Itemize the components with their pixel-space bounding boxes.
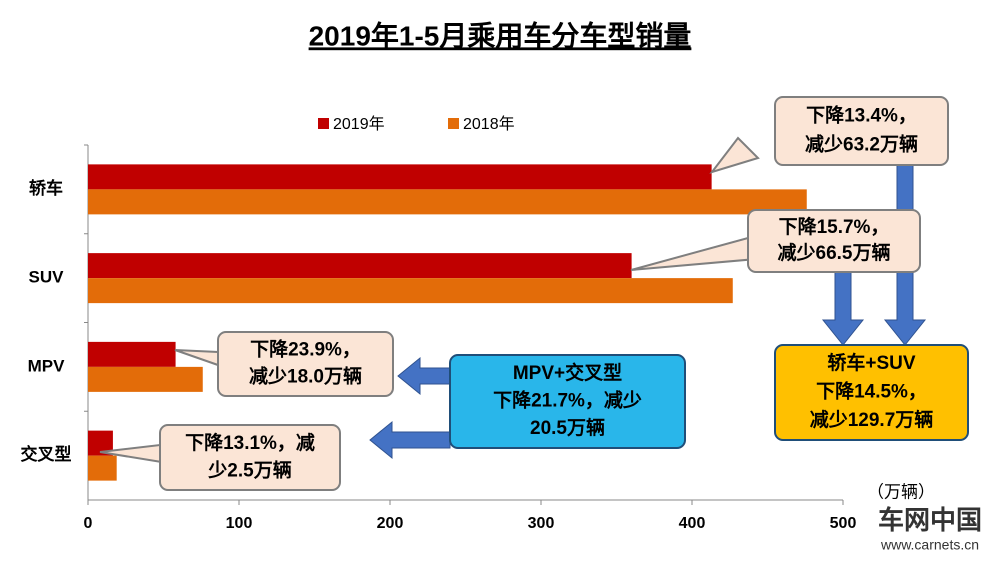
callout-text: 下降13.1%，减 [185, 431, 315, 454]
callout-text: 少2.5万辆 [207, 458, 291, 481]
legend-swatch [448, 118, 459, 129]
callout-text: 下降14.5%， [816, 380, 927, 403]
x-axis-label: （万辆） [867, 482, 935, 501]
callout-box [774, 344, 969, 441]
y-tick-label: MPV [28, 356, 66, 375]
bar [88, 189, 807, 215]
x-tick-label: 400 [679, 515, 706, 532]
x-tick-label: 500 [830, 515, 857, 532]
callout-text: 下降13.4%， [806, 104, 917, 127]
bar [88, 278, 733, 304]
callout-box [774, 96, 949, 166]
callout-text: 减少18.0万辆 [249, 365, 362, 388]
callout-text: 轿车+SUV [827, 351, 915, 374]
x-tick-label: 300 [528, 515, 555, 532]
bar [88, 341, 176, 367]
bar [88, 455, 117, 481]
y-tick-label: 轿车 [29, 178, 63, 198]
legend-label: 2019年 [333, 115, 385, 133]
callout-box [747, 209, 921, 273]
callout-text: 下降23.9%， [250, 338, 361, 361]
bar [88, 253, 632, 279]
callout-text: 20.5万辆 [530, 416, 605, 439]
x-tick-label: 100 [226, 515, 253, 532]
y-tick-label: 交叉型 [21, 444, 72, 464]
callout-text: MPV+交叉型 [513, 361, 622, 384]
callout-text: 减少63.2万辆 [805, 133, 918, 156]
bar [88, 366, 203, 392]
callout-text: 减少129.7万辆 [810, 408, 934, 431]
callout-text: 下降15.7%， [779, 215, 890, 238]
watermark-url: www.carnets.cn [880, 537, 979, 553]
x-tick-label: 0 [84, 515, 93, 532]
callout-box [159, 424, 341, 491]
callout-box [449, 354, 686, 449]
callout-pointer [709, 136, 760, 174]
y-tick-label: SUV [29, 268, 65, 287]
chart-title: 2019年1-5月乘用车分车型销量 [309, 19, 692, 51]
callout-text: 减少66.5万辆 [778, 241, 891, 264]
legend-swatch [318, 118, 329, 129]
watermark: 车网中国 [878, 505, 982, 535]
callout-text: 下降21.7%，减少 [493, 389, 642, 412]
callout-box [217, 331, 394, 397]
x-tick-label: 200 [377, 515, 404, 532]
bar [88, 164, 712, 190]
legend-label: 2018年 [463, 115, 515, 133]
